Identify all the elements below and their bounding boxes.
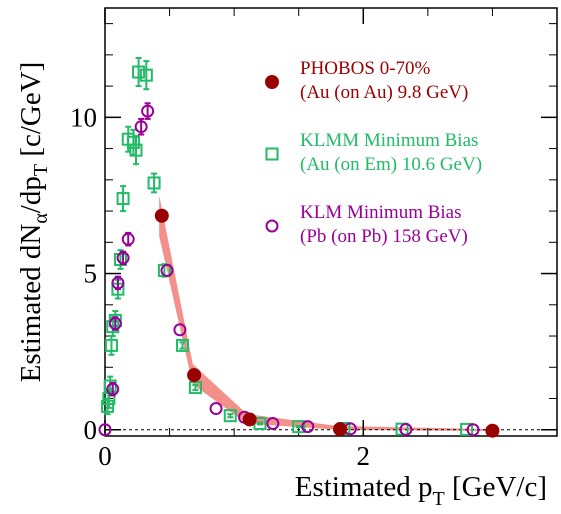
klm-point (116, 251, 130, 265)
klmm-point (104, 338, 118, 352)
legend: PHOBOS 0-70% (Au (on Au) 9.8 GeV) KLMM Min… (265, 58, 482, 247)
klmm-point (460, 422, 474, 436)
klmm-point (223, 409, 237, 423)
klmm-point (139, 68, 153, 82)
y-axis-label: Estimated dNα/dpT [c/GeV] (15, 62, 52, 383)
x-axis-label: Estimated pT [GeV/c] (295, 471, 547, 510)
axis-ticks: 0 5 10 0 2 (70, 8, 557, 471)
legend-marker-phobos (265, 75, 279, 89)
klmm-point (129, 143, 143, 157)
klmm-point (175, 338, 189, 352)
klmm-point (103, 379, 117, 393)
phobos-point (187, 368, 202, 383)
phobos-point (333, 422, 348, 437)
klm-point (134, 120, 148, 134)
legend-label-klm: KLM Minimum Bias (300, 202, 462, 223)
legend-entry-phobos: PHOBOS 0-70% (Au (on Au) 9.8 GeV) (265, 58, 468, 103)
klmm-point (116, 192, 130, 206)
klmm-point (292, 420, 306, 434)
x-tick-label: 0 (98, 441, 112, 471)
klm-point (111, 276, 125, 290)
klm-point (209, 402, 223, 416)
legend-entry-klmm: KLMM Minimum Bias (Au (on Em) 10.6 GeV) (265, 130, 482, 175)
phobos-series (154, 208, 500, 438)
legend-label-phobos: PHOBOS 0-70% (300, 58, 431, 79)
phobos-point (485, 423, 500, 438)
klmm-point (101, 399, 115, 413)
y-tick-label: 10 (70, 102, 97, 132)
klm-point (98, 423, 112, 437)
klmm-point (147, 176, 161, 190)
plot-area-border (104, 7, 558, 437)
klm-point (466, 423, 480, 437)
klm-point (301, 420, 315, 434)
y-tick-label: 0 (84, 415, 98, 445)
series-layer (98, 56, 500, 438)
legend-sublabel-klmm: (Au (on Em) 10.6 GeV) (300, 154, 482, 175)
legend-marker-klmm (265, 147, 279, 161)
klm-point (266, 417, 280, 431)
phobos-point (242, 412, 257, 427)
legend-label-klmm: KLMM Minimum Bias (300, 130, 478, 151)
y-tick-label: 5 (84, 259, 98, 289)
klm-point (108, 317, 122, 331)
klm-series (98, 102, 480, 437)
klm-point (141, 104, 155, 118)
legend-sublabel-phobos: (Au (on Au) 9.8 GeV) (300, 82, 468, 103)
klmm-point (188, 381, 202, 395)
klm-point (106, 382, 120, 396)
legend-marker-klm (265, 219, 279, 233)
klmm-point (132, 65, 146, 79)
legend-sublabel-klm: (Pb (on Pb) 158 GeV) (300, 226, 468, 247)
legend-entry-klm: KLM Minimum Bias (Pb (on Pb) 158 GeV) (265, 202, 468, 247)
phobos-point (154, 208, 169, 223)
klm-point (160, 263, 174, 277)
klm-point (173, 323, 187, 337)
plot-frame (104, 7, 558, 437)
klm-point (399, 422, 413, 436)
x-tick-label: 2 (357, 441, 371, 471)
klm-point (121, 232, 135, 246)
